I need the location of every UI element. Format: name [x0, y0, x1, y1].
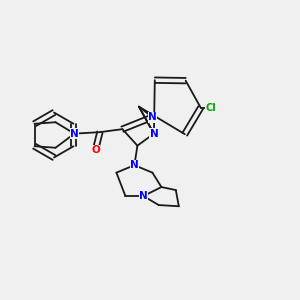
Text: N: N	[70, 129, 79, 139]
Text: Cl: Cl	[206, 103, 217, 113]
Text: N: N	[148, 112, 157, 122]
Text: O: O	[91, 145, 100, 155]
Text: N: N	[130, 160, 139, 170]
Text: N: N	[139, 191, 148, 201]
Text: N: N	[149, 129, 158, 139]
